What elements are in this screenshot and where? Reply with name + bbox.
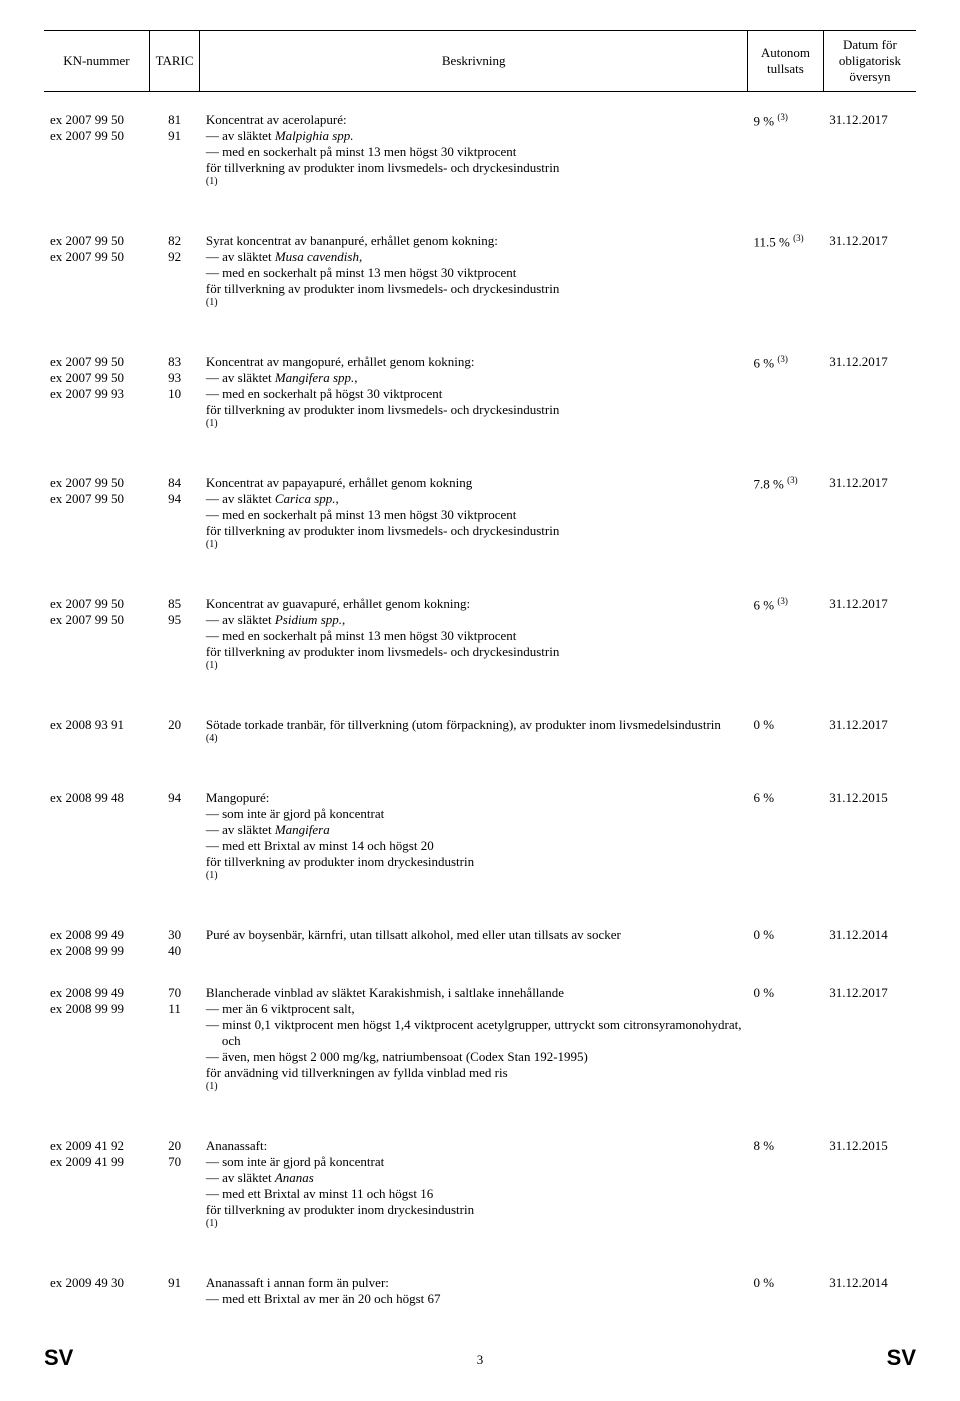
description-cell: Koncentrat av guavapuré, erhållet genom …: [200, 592, 748, 675]
tariff-table: KN-nummer TARIC Beskrivning Autonom tull…: [44, 30, 916, 1311]
table-row: ex 2007 99 50ex 2007 99 50ex 2007 99 938…: [44, 350, 916, 433]
date-cell: 31.12.2015: [823, 1134, 916, 1233]
table-header-row: KN-nummer TARIC Beskrivning Autonom tull…: [44, 31, 916, 92]
kn-cell: ex 2007 99 50ex 2007 99 50: [44, 471, 149, 554]
taric-cell: 3040: [149, 923, 200, 963]
rate-cell: 6 % (3): [747, 592, 823, 675]
table-row: ex 2008 99 49ex 2008 99 993040Puré av bo…: [44, 923, 916, 963]
table-row: ex 2008 99 49ex 2008 99 997011Blancherad…: [44, 981, 916, 1096]
rate-cell: 0 %: [747, 713, 823, 748]
kn-cell: ex 2008 93 91: [44, 713, 149, 748]
description-cell: Koncentrat av papayapuré, erhållet genom…: [200, 471, 748, 554]
table-row: ex 2007 99 50ex 2007 99 508595Koncentrat…: [44, 592, 916, 675]
col-kn: KN-nummer: [44, 31, 149, 92]
date-cell: 31.12.2017: [823, 350, 916, 433]
kn-cell: ex 2007 99 50ex 2007 99 50ex 2007 99 93: [44, 350, 149, 433]
description-cell: Mangopuré:— som inte är gjord på koncent…: [200, 786, 748, 885]
date-cell: 31.12.2014: [823, 923, 916, 963]
rate-cell: 8 %: [747, 1134, 823, 1233]
rate-cell: 0 %: [747, 1271, 823, 1311]
description-cell: Blancherade vinblad av släktet Karakishm…: [200, 981, 748, 1096]
date-cell: 31.12.2015: [823, 786, 916, 885]
date-cell: 31.12.2017: [823, 229, 916, 312]
table-row: ex 2007 99 50ex 2007 99 508292Syrat konc…: [44, 229, 916, 312]
date-cell: 31.12.2017: [823, 108, 916, 191]
footer-page-number: 3: [477, 1352, 484, 1371]
rate-cell: 9 % (3): [747, 108, 823, 191]
kn-cell: ex 2007 99 50ex 2007 99 50: [44, 229, 149, 312]
kn-cell: ex 2008 99 48: [44, 786, 149, 885]
taric-cell: 20: [149, 713, 200, 748]
description-cell: Ananassaft i annan form än pulver:— med …: [200, 1271, 748, 1311]
date-cell: 31.12.2017: [823, 592, 916, 675]
taric-cell: 2070: [149, 1134, 200, 1233]
footer-left: SV: [44, 1345, 73, 1371]
rate-cell: 7.8 % (3): [747, 471, 823, 554]
rate-cell: 0 %: [747, 981, 823, 1096]
table-row: ex 2007 99 50ex 2007 99 508191Koncentrat…: [44, 108, 916, 191]
description-cell: Syrat koncentrat av bananpuré, erhållet …: [200, 229, 748, 312]
page-footer: SV 3 SV: [44, 1345, 916, 1371]
rate-cell: 11.5 % (3): [747, 229, 823, 312]
taric-cell: 8191: [149, 108, 200, 191]
taric-cell: 839310: [149, 350, 200, 433]
rate-cell: 6 %: [747, 786, 823, 885]
kn-cell: ex 2008 99 49ex 2008 99 99: [44, 981, 149, 1096]
description-cell: Sötade torkade tranbär, för tillverkning…: [200, 713, 748, 748]
taric-cell: 94: [149, 786, 200, 885]
col-desc: Beskrivning: [200, 31, 748, 92]
col-rate: Autonom tullsats: [747, 31, 823, 92]
table-row: ex 2008 99 4894Mangopuré:— som inte är g…: [44, 786, 916, 885]
taric-cell: 8595: [149, 592, 200, 675]
kn-cell: ex 2009 41 92ex 2009 41 99: [44, 1134, 149, 1233]
taric-cell: 91: [149, 1271, 200, 1311]
table-row: ex 2008 93 9120Sötade torkade tranbär, f…: [44, 713, 916, 748]
rate-cell: 6 % (3): [747, 350, 823, 433]
description-cell: Koncentrat av acerolapuré:— av släktet M…: [200, 108, 748, 191]
description-cell: Puré av boysenbär, kärnfri, utan tillsat…: [200, 923, 748, 963]
description-cell: Koncentrat av mangopuré, erhållet genom …: [200, 350, 748, 433]
taric-cell: 8292: [149, 229, 200, 312]
kn-cell: ex 2007 99 50ex 2007 99 50: [44, 592, 149, 675]
description-cell: Ananassaft:— som inte är gjord på koncen…: [200, 1134, 748, 1233]
rate-cell: 0 %: [747, 923, 823, 963]
date-cell: 31.12.2017: [823, 471, 916, 554]
table-row: ex 2007 99 50ex 2007 99 508494Koncentrat…: [44, 471, 916, 554]
col-taric: TARIC: [149, 31, 200, 92]
date-cell: 31.12.2017: [823, 981, 916, 1096]
taric-cell: 7011: [149, 981, 200, 1096]
kn-cell: ex 2008 99 49ex 2008 99 99: [44, 923, 149, 963]
table-row: ex 2009 49 3091Ananassaft i annan form ä…: [44, 1271, 916, 1311]
footer-right: SV: [887, 1345, 916, 1371]
col-date: Datum för obligatorisk översyn: [823, 31, 916, 92]
date-cell: 31.12.2014: [823, 1271, 916, 1311]
date-cell: 31.12.2017: [823, 713, 916, 748]
kn-cell: ex 2009 49 30: [44, 1271, 149, 1311]
kn-cell: ex 2007 99 50ex 2007 99 50: [44, 108, 149, 191]
table-row: ex 2009 41 92ex 2009 41 992070Ananassaft…: [44, 1134, 916, 1233]
taric-cell: 8494: [149, 471, 200, 554]
